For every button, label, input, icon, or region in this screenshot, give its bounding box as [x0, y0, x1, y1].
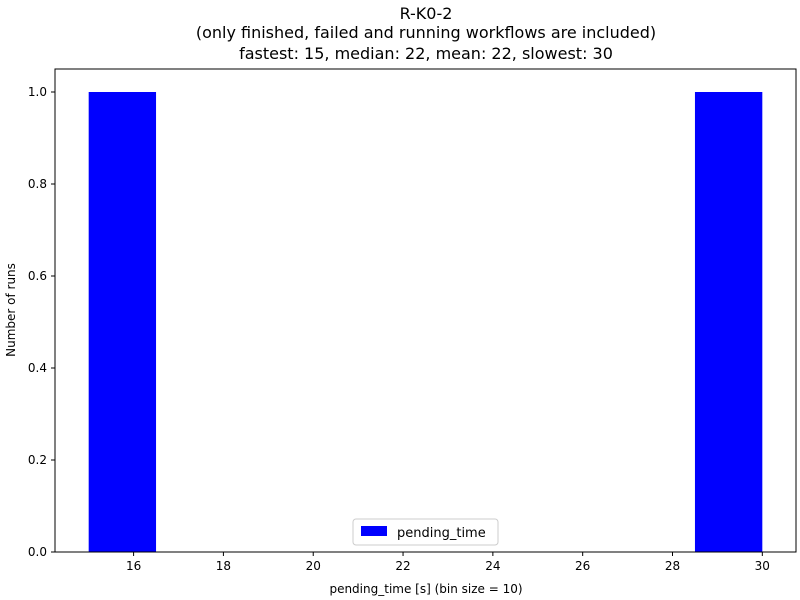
- x-tick-label: 26: [575, 559, 590, 573]
- x-tick-label: 18: [216, 559, 231, 573]
- x-tick-label: 16: [126, 559, 141, 573]
- bars-group: [88, 92, 763, 552]
- histogram-bar-9: [694, 92, 763, 552]
- y-tick-label: 0.8: [28, 177, 47, 191]
- legend-label: pending_time: [397, 526, 486, 541]
- y-axis: 0.0 0.2 0.4 0.6 0.8 1.0: [28, 85, 55, 559]
- histogram-bar-0: [88, 92, 157, 552]
- x-axis: 16 18 20 22 24 26 28 30: [126, 552, 770, 573]
- x-tick-label: 22: [395, 559, 410, 573]
- chart-subtitle: (only finished, failed and running workf…: [196, 23, 656, 42]
- x-tick-label: 24: [485, 559, 500, 573]
- legend-swatch: [361, 526, 387, 536]
- x-tick-label: 20: [306, 559, 321, 573]
- y-tick-label: 0.6: [28, 269, 47, 283]
- plot-frame: [54, 68, 797, 553]
- x-axis-label: pending_time [s] (bin size = 10): [329, 582, 522, 596]
- legend-box: [352, 518, 499, 546]
- legend: pending_time: [352, 518, 499, 546]
- y-tick-label: 0.4: [28, 361, 47, 375]
- y-tick-label: 0.0: [28, 545, 47, 559]
- y-tick-label: 0.2: [28, 453, 47, 467]
- x-tick-label: 30: [755, 559, 770, 573]
- x-tick-label: 28: [665, 559, 680, 573]
- y-axis-label: Number of runs: [4, 263, 18, 357]
- y-tick-label: 1.0: [28, 85, 47, 99]
- chart-stats-line: fastest: 15, median: 22, mean: 22, slowe…: [239, 44, 613, 63]
- chart-title: R-K0-2: [400, 4, 453, 23]
